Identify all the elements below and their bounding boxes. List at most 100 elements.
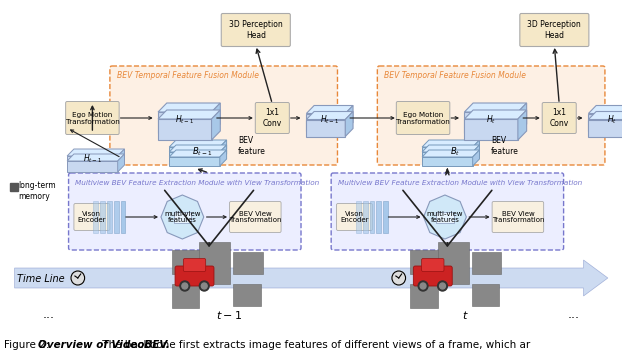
Text: $B_{t-1}$: $B_{t-1}$ — [192, 146, 212, 158]
FancyBboxPatch shape — [221, 13, 291, 46]
Polygon shape — [424, 195, 467, 239]
Polygon shape — [307, 105, 353, 114]
FancyBboxPatch shape — [107, 201, 112, 233]
FancyBboxPatch shape — [422, 258, 444, 272]
FancyBboxPatch shape — [120, 201, 125, 233]
Polygon shape — [118, 154, 125, 172]
Text: $B_t$: $B_t$ — [450, 146, 460, 158]
Polygon shape — [422, 150, 479, 157]
Text: BEV View
Transformation: BEV View Transformation — [492, 211, 544, 223]
Polygon shape — [588, 120, 627, 137]
FancyBboxPatch shape — [363, 201, 367, 233]
Text: 3D Perception
Head: 3D Perception Head — [527, 20, 581, 40]
Text: Ego Motion
Transformation: Ego Motion Transformation — [65, 112, 119, 125]
Circle shape — [200, 281, 209, 291]
Text: BEV View
Transformation: BEV View Transformation — [229, 211, 282, 223]
Text: $t$: $t$ — [461, 309, 468, 321]
Text: BEV Temporal Feature Fusion Module: BEV Temporal Feature Fusion Module — [384, 72, 526, 80]
Text: Vison
Encoder: Vison Encoder — [77, 211, 106, 223]
FancyBboxPatch shape — [234, 252, 262, 274]
Text: $H_{t-1}$: $H_{t-1}$ — [175, 114, 195, 126]
Polygon shape — [422, 145, 479, 152]
FancyBboxPatch shape — [200, 242, 230, 284]
Text: ...: ... — [568, 308, 580, 321]
Polygon shape — [307, 114, 345, 131]
FancyBboxPatch shape — [230, 201, 281, 233]
Polygon shape — [473, 150, 479, 166]
FancyBboxPatch shape — [255, 103, 289, 133]
Text: 1x1
Conv: 1x1 Conv — [262, 108, 282, 128]
Polygon shape — [220, 140, 227, 156]
Text: 3D Perception
Head: 3D Perception Head — [229, 20, 283, 40]
Text: Figure 2:: Figure 2: — [4, 340, 49, 350]
Text: ...: ... — [43, 308, 54, 321]
Text: $H_t$: $H_t$ — [486, 114, 496, 126]
Text: Time Line: Time Line — [17, 274, 65, 284]
Text: long-term
memory: long-term memory — [19, 181, 56, 201]
Polygon shape — [15, 260, 608, 296]
FancyBboxPatch shape — [66, 102, 119, 135]
FancyBboxPatch shape — [410, 284, 438, 308]
Polygon shape — [422, 147, 473, 156]
Text: BEV
feature: BEV feature — [491, 136, 519, 156]
Bar — [10, 183, 17, 191]
FancyBboxPatch shape — [93, 201, 98, 233]
FancyBboxPatch shape — [175, 266, 214, 286]
Polygon shape — [212, 110, 220, 140]
FancyBboxPatch shape — [472, 252, 501, 274]
Text: $H_t$: $H_t$ — [607, 114, 617, 126]
Polygon shape — [161, 195, 204, 239]
Polygon shape — [169, 145, 227, 152]
Polygon shape — [118, 149, 125, 167]
FancyBboxPatch shape — [174, 211, 191, 223]
Circle shape — [440, 283, 445, 289]
Circle shape — [420, 283, 426, 289]
Polygon shape — [158, 110, 220, 119]
Polygon shape — [627, 112, 635, 137]
Circle shape — [71, 271, 84, 285]
FancyBboxPatch shape — [438, 242, 468, 284]
Text: BEV Temporal Feature Fusion Module: BEV Temporal Feature Fusion Module — [116, 72, 259, 80]
FancyBboxPatch shape — [172, 284, 200, 308]
Text: The backbone first extracts image features of different views of a frame, which : The backbone first extracts image featur… — [99, 340, 531, 350]
FancyBboxPatch shape — [369, 201, 374, 233]
Polygon shape — [169, 157, 220, 166]
Polygon shape — [588, 114, 627, 131]
Circle shape — [418, 281, 428, 291]
Polygon shape — [473, 140, 479, 156]
Text: $t-1$: $t-1$ — [216, 309, 241, 321]
FancyBboxPatch shape — [492, 201, 543, 233]
FancyBboxPatch shape — [114, 201, 118, 233]
Polygon shape — [220, 145, 227, 161]
Polygon shape — [158, 112, 212, 133]
Polygon shape — [588, 105, 635, 114]
FancyBboxPatch shape — [172, 250, 200, 274]
Polygon shape — [212, 103, 220, 133]
Polygon shape — [627, 105, 635, 131]
Text: Multiview BEV Feature Extraction Module with View Transformation: Multiview BEV Feature Extraction Module … — [338, 180, 582, 186]
Circle shape — [182, 283, 188, 289]
Polygon shape — [169, 140, 227, 147]
Polygon shape — [67, 161, 118, 172]
Circle shape — [180, 281, 189, 291]
Polygon shape — [67, 154, 125, 161]
Polygon shape — [465, 112, 518, 133]
FancyBboxPatch shape — [68, 173, 301, 250]
FancyBboxPatch shape — [234, 284, 260, 306]
Text: $H_{t-1}$: $H_{t-1}$ — [83, 153, 102, 165]
FancyBboxPatch shape — [436, 211, 454, 223]
FancyBboxPatch shape — [110, 66, 337, 165]
Polygon shape — [158, 103, 220, 112]
Polygon shape — [158, 119, 212, 140]
Polygon shape — [422, 157, 473, 166]
FancyBboxPatch shape — [74, 204, 110, 230]
FancyBboxPatch shape — [183, 258, 205, 272]
Polygon shape — [345, 112, 353, 137]
FancyBboxPatch shape — [378, 66, 605, 165]
Polygon shape — [422, 152, 473, 161]
Circle shape — [202, 283, 207, 289]
FancyBboxPatch shape — [337, 204, 372, 230]
Text: 1x1
Conv: 1x1 Conv — [550, 108, 569, 128]
Polygon shape — [473, 145, 479, 161]
Polygon shape — [345, 105, 353, 131]
